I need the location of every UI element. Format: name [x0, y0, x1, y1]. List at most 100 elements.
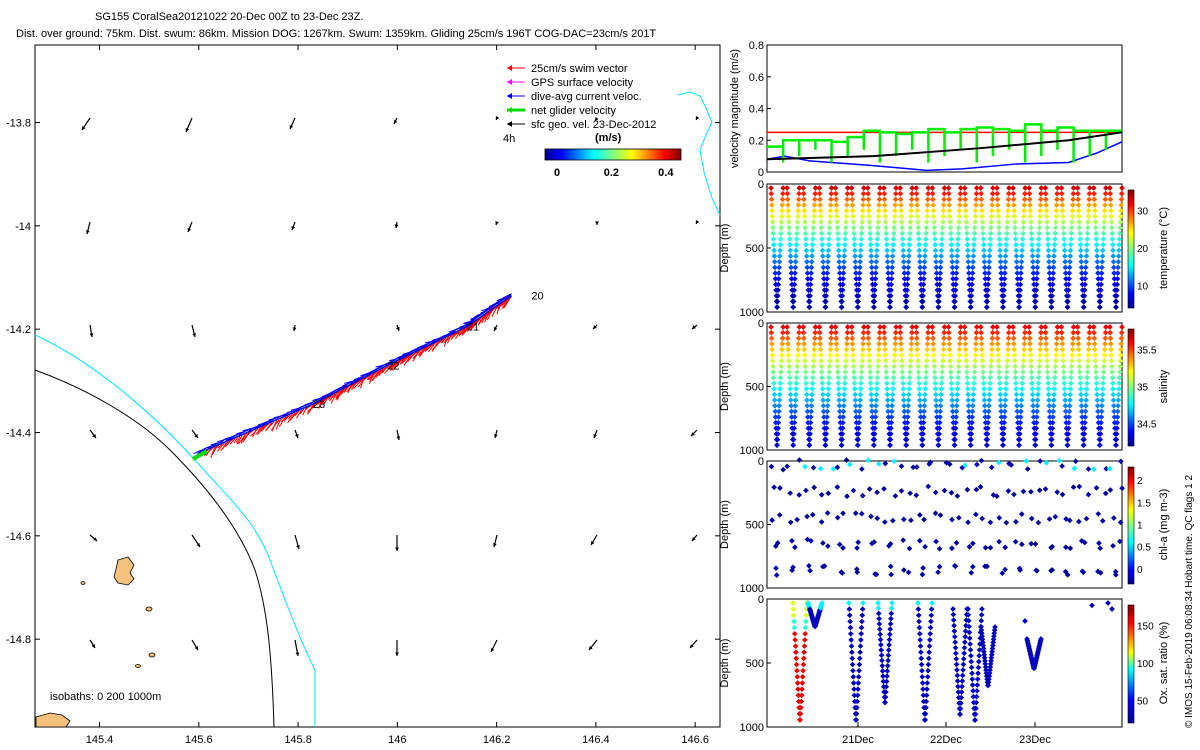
- temperature-data-point: [949, 270, 956, 276]
- salinity-colorbar-label: salinity: [1158, 369, 1170, 403]
- oxygen-data-point: [792, 637, 798, 643]
- salinity-data-point: [817, 346, 824, 353]
- salinity-data-point: [1077, 386, 1084, 392]
- oxygen-colorbar-tick: 150: [1137, 622, 1154, 633]
- temperature-data-point: [1030, 264, 1036, 271]
- salinity-data-point: [827, 357, 833, 364]
- salinity-data-point: [1026, 329, 1033, 336]
- salinity-data-point: [994, 329, 1001, 336]
- temperature-data-point: [908, 202, 915, 208]
- chla-data-point: [1054, 489, 1061, 495]
- salinity-data-point: [1011, 352, 1018, 358]
- chla-data-point: [905, 569, 912, 576]
- temperature-data-point: [1108, 219, 1115, 225]
- salinity-data-point: [810, 357, 817, 364]
- temperature-data-point: [1092, 207, 1098, 214]
- salinity-data-point: [876, 335, 883, 342]
- salinity-data-point: [971, 369, 978, 375]
- oxygen-y-label: Depth (m): [719, 639, 731, 688]
- salinity-data-point: [771, 391, 778, 398]
- oxygen-data-point: [854, 698, 861, 705]
- temperature-data-point: [807, 287, 814, 293]
- temperature-data-point: [948, 241, 955, 248]
- oxygen-data-point: [791, 618, 797, 625]
- chla-data-point: [1008, 462, 1014, 468]
- salinity-data-point: [768, 335, 775, 342]
- temperature-data-point: [786, 230, 793, 237]
- temperature-data-point: [1051, 247, 1058, 254]
- dive-avg-current-vector: [431, 338, 439, 342]
- temperature-data-point: [1075, 207, 1082, 214]
- sfc-geo-arrowhead: [589, 646, 593, 650]
- chla-data-point: [854, 569, 861, 575]
- salinity-data-point: [794, 357, 801, 364]
- chla-data-point: [1019, 541, 1025, 548]
- chla-data-point: [859, 466, 865, 472]
- temperature-data-point: [803, 253, 810, 259]
- salinity-data-point: [818, 357, 824, 364]
- salinity-data-point: [1020, 357, 1027, 364]
- swim-vector: [375, 369, 382, 378]
- salinity-data-point: [881, 341, 888, 347]
- salinity-data-point: [1070, 329, 1077, 336]
- chla-data-point: [984, 563, 990, 570]
- temperature-data-point: [953, 275, 959, 282]
- temperature-data-point: [794, 219, 801, 225]
- temperature-data-point: [1051, 253, 1057, 259]
- temperature-data-point: [980, 236, 987, 242]
- chla-data-point: [996, 538, 1002, 545]
- salinity-data-point: [1098, 408, 1105, 415]
- oxygen-data-point: [885, 652, 892, 659]
- chla-y-tick-label: 0: [758, 456, 764, 468]
- salinity-data-point: [987, 380, 993, 387]
- salinity-data-point: [860, 329, 867, 336]
- salinity-data-point: [913, 335, 920, 342]
- temperature-data-point: [921, 264, 928, 271]
- temperature-data-point: [1070, 185, 1077, 191]
- temperature-data-point: [1035, 247, 1042, 254]
- salinity-data-point: [933, 408, 940, 415]
- salinity-data-point: [884, 386, 890, 392]
- salinity-data-point: [1021, 346, 1027, 353]
- salinity-data-point: [788, 408, 795, 415]
- temperature-data-point: [874, 230, 881, 237]
- temperature-data-point: [1108, 213, 1115, 220]
- salinity-data-point: [866, 357, 873, 364]
- temperature-data-point: [1017, 281, 1024, 288]
- salinity-data-point: [920, 419, 927, 426]
- salinity-data-point: [842, 374, 848, 381]
- salinity-data-point: [776, 402, 783, 409]
- swim-vector: [372, 370, 379, 381]
- temperature-data-point: [915, 219, 921, 225]
- temperature-data-point: [1102, 190, 1109, 197]
- salinity-data-point: [1004, 352, 1011, 358]
- salinity-data-point: [867, 380, 874, 387]
- temperature-data-point: [809, 253, 815, 259]
- salinity-data-point: [1045, 391, 1052, 398]
- temperature-data-point: [1053, 213, 1059, 220]
- temperature-data-point: [1002, 258, 1009, 265]
- salinity-data-point: [851, 380, 858, 387]
- oxygen-data-point: [797, 717, 804, 723]
- salinity-data-point: [796, 324, 803, 330]
- salinity-data-point: [843, 346, 850, 353]
- salinity-data-point: [1098, 414, 1105, 420]
- temperature-data-point: [1042, 185, 1049, 191]
- oxygen-data-point: [968, 658, 975, 665]
- salinity-data-point: [817, 341, 824, 347]
- temperature-data-point: [1101, 219, 1107, 225]
- dive-avg-current-vector: [290, 409, 295, 413]
- chla-data-point: [900, 516, 907, 523]
- salinity-data-point: [852, 391, 858, 398]
- salinity-data-point: [1069, 346, 1076, 353]
- salinity-data-point: [785, 352, 792, 358]
- sfc-geo-arrowhead: [593, 434, 598, 438]
- temperature-data-point: [964, 236, 971, 242]
- temperature-data-point: [1005, 207, 1011, 214]
- salinity-data-point: [952, 425, 959, 432]
- salinity-data-point: [856, 414, 863, 420]
- salinity-data-point: [914, 352, 921, 358]
- temperature-data-point: [851, 230, 857, 237]
- swim-vector: [233, 437, 239, 444]
